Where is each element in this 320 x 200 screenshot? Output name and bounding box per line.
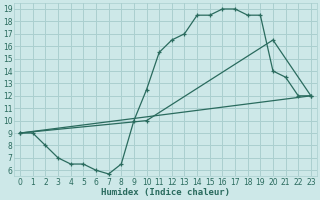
X-axis label: Humidex (Indice chaleur): Humidex (Indice chaleur): [101, 188, 230, 197]
